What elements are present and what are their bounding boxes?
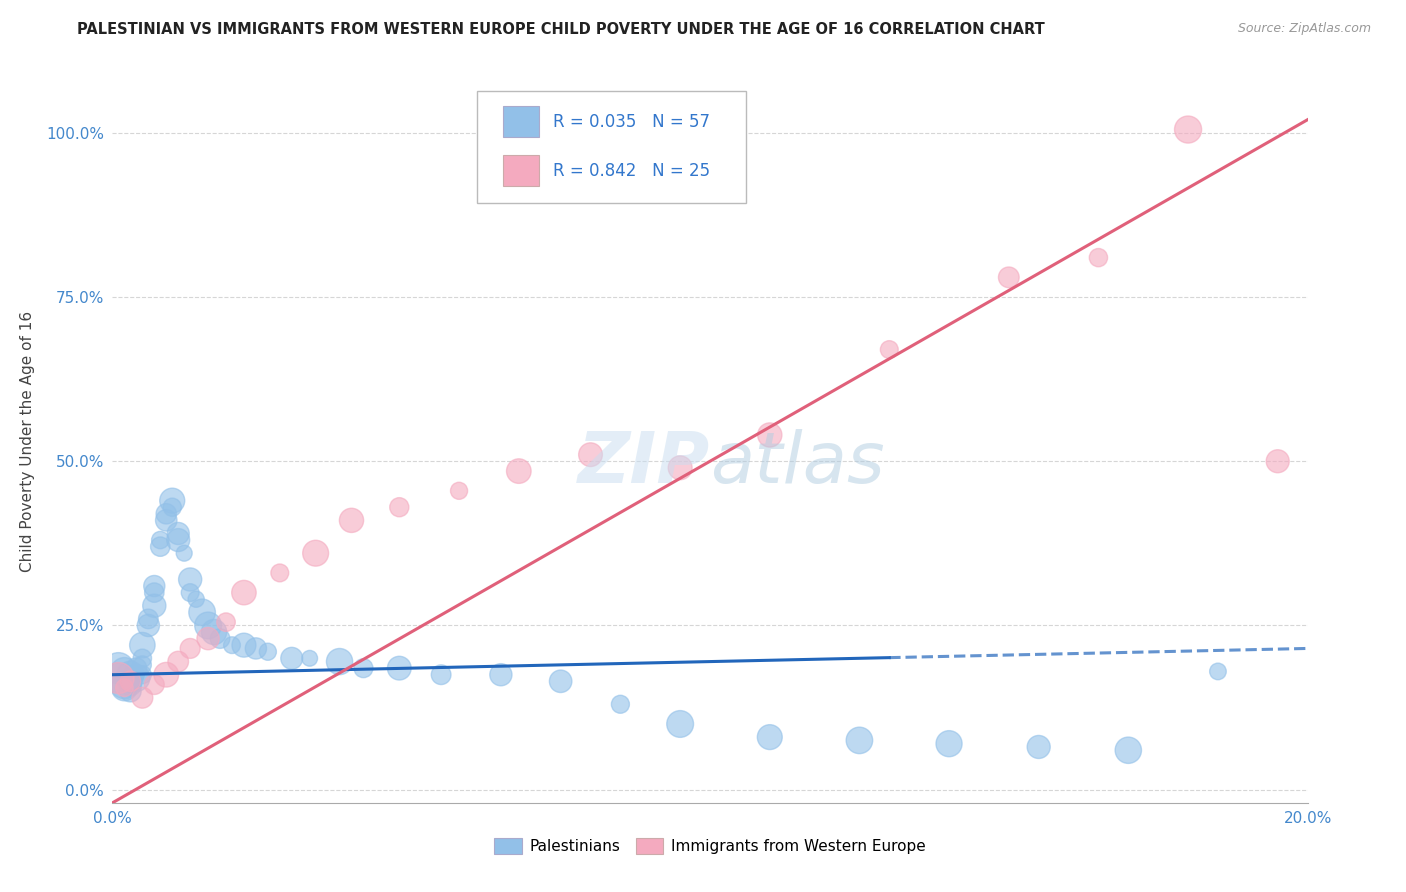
Point: [848, 733, 870, 747]
Point: [1267, 454, 1289, 468]
Point: [107, 671, 129, 685]
Point: [1118, 743, 1140, 757]
Point: [340, 513, 363, 527]
Point: [162, 493, 183, 508]
Point: [167, 533, 190, 547]
Point: [155, 507, 177, 521]
Point: [114, 677, 135, 691]
Point: [202, 625, 225, 640]
Point: [298, 651, 321, 665]
Point: [197, 632, 219, 646]
Point: [173, 546, 195, 560]
Point: [120, 674, 142, 689]
Point: [107, 671, 129, 685]
Text: R = 0.842   N = 25: R = 0.842 N = 25: [554, 161, 710, 179]
Point: [998, 270, 1021, 285]
Point: [388, 661, 411, 675]
Point: [215, 615, 238, 630]
Point: [879, 343, 901, 357]
Point: [167, 655, 190, 669]
Point: [508, 464, 530, 478]
Point: [179, 641, 201, 656]
Text: atlas: atlas: [710, 429, 884, 498]
Point: [430, 667, 453, 681]
Point: [257, 645, 280, 659]
Point: [305, 546, 328, 560]
Point: [143, 579, 166, 593]
Point: [120, 674, 142, 689]
Point: [155, 513, 177, 527]
Text: Source: ZipAtlas.com: Source: ZipAtlas.com: [1237, 22, 1371, 36]
Point: [155, 667, 177, 681]
Point: [353, 661, 375, 675]
Point: [131, 651, 153, 665]
Point: [221, 638, 243, 652]
Point: [281, 651, 304, 665]
Point: [114, 665, 135, 679]
Text: R = 0.035   N = 57: R = 0.035 N = 57: [554, 112, 710, 131]
Point: [143, 677, 166, 691]
FancyBboxPatch shape: [503, 106, 538, 137]
Text: PALESTINIAN VS IMMIGRANTS FROM WESTERN EUROPE CHILD POVERTY UNDER THE AGE OF 16 : PALESTINIAN VS IMMIGRANTS FROM WESTERN E…: [77, 22, 1045, 37]
Point: [162, 500, 183, 515]
Point: [131, 667, 153, 681]
Y-axis label: Child Poverty Under the Age of 16: Child Poverty Under the Age of 16: [20, 311, 35, 572]
Point: [131, 657, 153, 672]
Point: [233, 585, 256, 599]
Point: [1087, 251, 1109, 265]
FancyBboxPatch shape: [503, 155, 538, 186]
Point: [143, 585, 166, 599]
Point: [489, 667, 512, 681]
Point: [669, 460, 692, 475]
Point: [120, 667, 142, 681]
FancyBboxPatch shape: [477, 91, 747, 203]
Point: [120, 677, 142, 691]
Point: [138, 612, 160, 626]
Point: [114, 681, 135, 695]
Point: [388, 500, 411, 515]
Point: [759, 428, 782, 442]
Point: [131, 638, 153, 652]
Point: [550, 674, 572, 689]
Legend: Palestinians, Immigrants from Western Europe: Palestinians, Immigrants from Western Eu…: [488, 832, 932, 860]
Point: [125, 671, 148, 685]
Point: [114, 681, 135, 695]
Point: [186, 592, 208, 607]
Point: [125, 667, 148, 681]
Point: [138, 618, 160, 632]
Point: [197, 618, 219, 632]
Point: [609, 698, 631, 712]
Point: [579, 448, 602, 462]
Text: ZIP: ZIP: [578, 429, 710, 498]
Point: [1177, 122, 1199, 136]
Point: [143, 599, 166, 613]
Point: [120, 684, 142, 698]
Point: [245, 641, 267, 656]
Point: [149, 540, 172, 554]
Point: [191, 605, 214, 619]
Point: [669, 717, 692, 731]
Point: [179, 585, 201, 599]
Point: [329, 655, 352, 669]
Point: [759, 730, 782, 744]
Point: [107, 661, 129, 675]
Point: [449, 483, 471, 498]
Point: [938, 737, 960, 751]
Point: [1028, 739, 1050, 754]
Point: [125, 661, 148, 675]
Point: [209, 632, 232, 646]
Point: [167, 526, 190, 541]
Point: [179, 573, 201, 587]
Point: [131, 690, 153, 705]
Point: [149, 533, 172, 547]
Point: [233, 638, 256, 652]
Point: [1206, 665, 1229, 679]
Point: [269, 566, 291, 580]
